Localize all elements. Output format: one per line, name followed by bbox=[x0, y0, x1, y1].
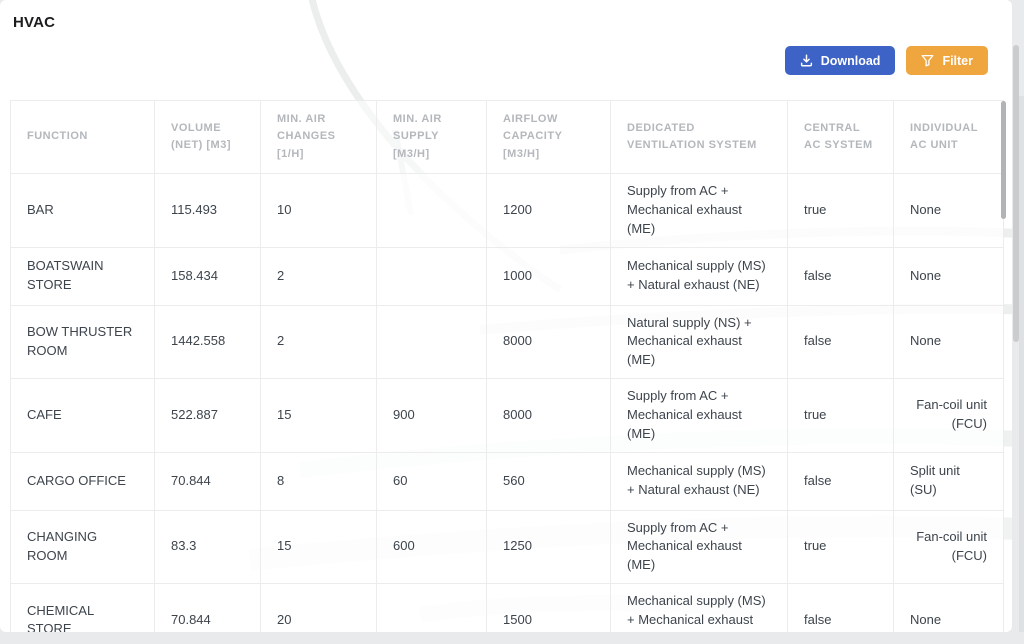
cell-min_air_supply: 60 bbox=[376, 451, 487, 511]
cell-airflow_capacity: 1000 bbox=[486, 246, 611, 306]
cell-volume: 115.493 bbox=[154, 173, 261, 248]
column-header-individual_ac: INDIVIDUAL AC UNIT bbox=[893, 100, 1004, 174]
cell-volume: 522.887 bbox=[154, 378, 261, 453]
window-scrollbar-track bbox=[1019, 96, 1024, 632]
download-button[interactable]: Download bbox=[784, 46, 896, 75]
table-row: BAR 115.493 10 1200 Supply from AC + Mechani… bbox=[10, 173, 1004, 248]
cell-airflow_capacity: 8000 bbox=[486, 304, 611, 380]
table-body: BAR 115.493 10 1200 Supply from AC + Mechani… bbox=[10, 173, 1004, 632]
column-header-function: FUNCTION bbox=[10, 100, 155, 174]
cell-individual_ac: Fan-coil unit (FCU) bbox=[893, 509, 1004, 585]
hvac-table: FUNCTION VOLUME (NET) [M3] MIN. AIR CHANGE… bbox=[10, 100, 1004, 632]
cell-volume: 83.3 bbox=[154, 509, 261, 585]
content-card: HVAC Download Filter bbox=[0, 0, 1012, 632]
cell-airflow_capacity: 1200 bbox=[486, 173, 611, 248]
cell-individual_ac: Split unit (SU) bbox=[893, 451, 1004, 511]
table-row: BOW THRUSTER ROOM 1442.558 2 8000 Natural su… bbox=[10, 304, 1004, 380]
cell-central_ac: false bbox=[787, 451, 894, 511]
cell-airflow_capacity: 1500 bbox=[486, 583, 611, 632]
download-button-label: Download bbox=[820, 53, 881, 68]
cell-min_air_supply bbox=[376, 173, 487, 248]
cell-volume: 70.844 bbox=[154, 451, 261, 511]
cell-ventilation: Supply from AC + Mechanical exhaust (ME) bbox=[610, 173, 788, 248]
cell-min_air_supply bbox=[376, 583, 487, 632]
cell-central_ac: true bbox=[787, 378, 894, 453]
cell-ventilation: Natural supply (NS) + Mechanical exhaust… bbox=[610, 304, 788, 380]
table-vertical-scrollbar-thumb[interactable] bbox=[1001, 101, 1006, 219]
cell-function: CHANGING ROOM bbox=[10, 509, 155, 585]
cell-function: BOW THRUSTER ROOM bbox=[10, 304, 155, 380]
cell-central_ac: false bbox=[787, 246, 894, 306]
cell-min_air_supply: 900 bbox=[376, 378, 487, 453]
table-row: CHEMICAL STORE 70.844 20 1500 Mechanical sup… bbox=[10, 583, 1004, 632]
cell-min_air_changes: 15 bbox=[260, 509, 377, 585]
cell-individual_ac: None bbox=[893, 583, 1004, 632]
cell-min_air_changes: 15 bbox=[260, 378, 377, 453]
cell-ventilation: Mechanical supply (MS) + Natural exhaust… bbox=[610, 451, 788, 511]
cell-central_ac: false bbox=[787, 304, 894, 380]
column-header-volume: VOLUME (NET) [M3] bbox=[154, 100, 261, 174]
cell-min_air_changes: 8 bbox=[260, 451, 377, 511]
cell-min_air_changes: 2 bbox=[260, 246, 377, 306]
cell-function: CAFE bbox=[10, 378, 155, 453]
cell-function: BAR bbox=[10, 173, 155, 248]
cell-ventilation: Supply from AC + Mechanical exhaust (ME) bbox=[610, 378, 788, 453]
column-header-airflow_capacity: AIRFLOW CAPACITY [M3/H] bbox=[486, 100, 611, 174]
cell-ventilation: Mechanical supply (MS) + Mechanical exha… bbox=[610, 583, 788, 632]
window-vertical-scrollbar-thumb[interactable] bbox=[1013, 45, 1019, 342]
cell-airflow_capacity: 8000 bbox=[486, 378, 611, 453]
filter-button-label: Filter bbox=[942, 53, 973, 68]
cell-function: BOATSWAIN STORE bbox=[10, 246, 155, 306]
page-bottom-gutter bbox=[0, 632, 1024, 644]
table-row: CAFE 522.887 15 900 8000 Supply from AC + Mec… bbox=[10, 378, 1004, 453]
cell-min_air_supply bbox=[376, 246, 487, 306]
cell-volume: 70.844 bbox=[154, 583, 261, 632]
cell-volume: 158.434 bbox=[154, 246, 261, 306]
cell-min_air_changes: 2 bbox=[260, 304, 377, 380]
cell-central_ac: false bbox=[787, 583, 894, 632]
cell-min_air_supply: 600 bbox=[376, 509, 487, 585]
cell-individual_ac: None bbox=[893, 173, 1004, 248]
page-title: HVAC bbox=[13, 14, 56, 31]
cell-min_air_changes: 20 bbox=[260, 583, 377, 632]
table-header-row: FUNCTION VOLUME (NET) [M3] MIN. AIR CHANGE… bbox=[10, 100, 1004, 174]
cell-central_ac: true bbox=[787, 509, 894, 585]
toolbar: Download Filter bbox=[784, 46, 988, 75]
cell-ventilation: Mechanical supply (MS) + Natural exhaust… bbox=[610, 246, 788, 306]
column-header-ventilation: DEDICATED VENTILATION SYSTEM bbox=[610, 100, 788, 174]
cell-function: CHEMICAL STORE bbox=[10, 583, 155, 632]
cell-min_air_changes: 10 bbox=[260, 173, 377, 248]
table-row: CHANGING ROOM 83.3 15 600 1250 Supply from AC… bbox=[10, 509, 1004, 585]
column-header-min_air_changes: MIN. AIR CHANGES [1/H] bbox=[260, 100, 377, 174]
download-icon bbox=[800, 54, 813, 67]
cell-min_air_supply bbox=[376, 304, 487, 380]
cell-airflow_capacity: 1250 bbox=[486, 509, 611, 585]
column-header-central_ac: CENTRAL AC SYSTEM bbox=[787, 100, 894, 174]
cell-airflow_capacity: 560 bbox=[486, 451, 611, 511]
cell-central_ac: true bbox=[787, 173, 894, 248]
cell-ventilation: Supply from AC + Mechanical exhaust (ME) bbox=[610, 509, 788, 585]
cell-function: CARGO OFFICE bbox=[10, 451, 155, 511]
cell-volume: 1442.558 bbox=[154, 304, 261, 380]
cell-individual_ac: None bbox=[893, 246, 1004, 306]
filter-button[interactable]: Filter bbox=[906, 46, 988, 75]
cell-individual_ac: None bbox=[893, 304, 1004, 380]
filter-icon bbox=[921, 54, 934, 67]
cell-individual_ac: Fan-coil unit (FCU) bbox=[893, 378, 1004, 453]
table-row: BOATSWAIN STORE 158.434 2 1000 Mechanical su… bbox=[10, 246, 1004, 306]
column-header-min_air_supply: MIN. AIR SUPPLY [M3/H] bbox=[376, 100, 487, 174]
table-row: CARGO OFFICE 70.844 8 60 560 Mechanical suppl… bbox=[10, 451, 1004, 511]
